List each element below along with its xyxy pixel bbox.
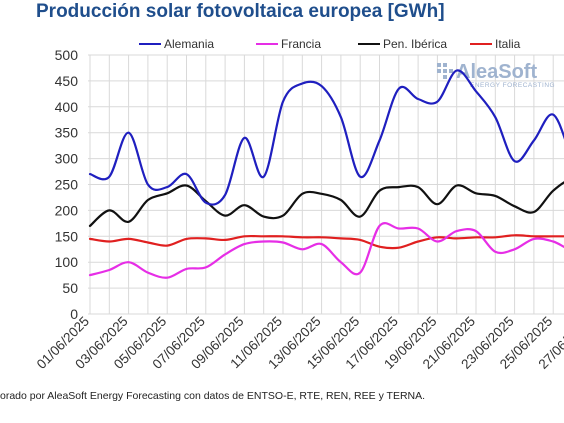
legend: Alemania Francia Pen. Ibérica Italia [139,37,521,51]
source-note: orado por AleaSoft Energy Forecasting co… [0,390,426,402]
legend-label-alemania: Alemania [164,37,214,51]
legend-label-francia: Francia [281,37,321,51]
y-tick-label: 400 [55,99,79,115]
y-tick-label: 0 [70,306,78,322]
series-lines [88,69,564,279]
series-line-italia [88,234,564,250]
y-tick-label: 100 [55,254,79,270]
watermark-subtitle: ENERGY FORECASTING [470,82,555,89]
legend-label-italia: Italia [495,37,521,51]
y-tick-label: 150 [55,228,79,244]
grid [88,54,564,315]
y-tick-label: 250 [55,177,79,193]
series-line-alemania [88,69,564,206]
watermark: AleaSoft ENERGY FORECASTING [437,61,555,89]
y-tick-label: 50 [62,280,78,296]
y-tick-label: 200 [55,202,79,218]
chart-title: Producción solar fotovoltaica europea [G… [36,1,445,22]
series-line-francia [88,222,564,279]
y-tick-label: 500 [55,47,79,63]
watermark-brand: AleaSoft [456,61,537,83]
y-tick-label: 300 [55,151,79,167]
y-axis: 0 50 100 150 200 250 300 350 400 450 500 [55,47,79,322]
y-tick-label: 450 [55,73,79,89]
legend-label-pen-ib-rica: Pen. Ibérica [383,37,447,51]
y-tick-label: 350 [55,125,79,141]
aleasoft-logo-icon [437,63,453,79]
series-line-pen-ib-rica [88,181,564,227]
x-axis: 01/06/202503/06/202505/06/202507/06/2025… [34,314,564,372]
chart-area: AleaSoft ENERGY FORECASTING 0 50 100 150 200… [34,37,564,372]
